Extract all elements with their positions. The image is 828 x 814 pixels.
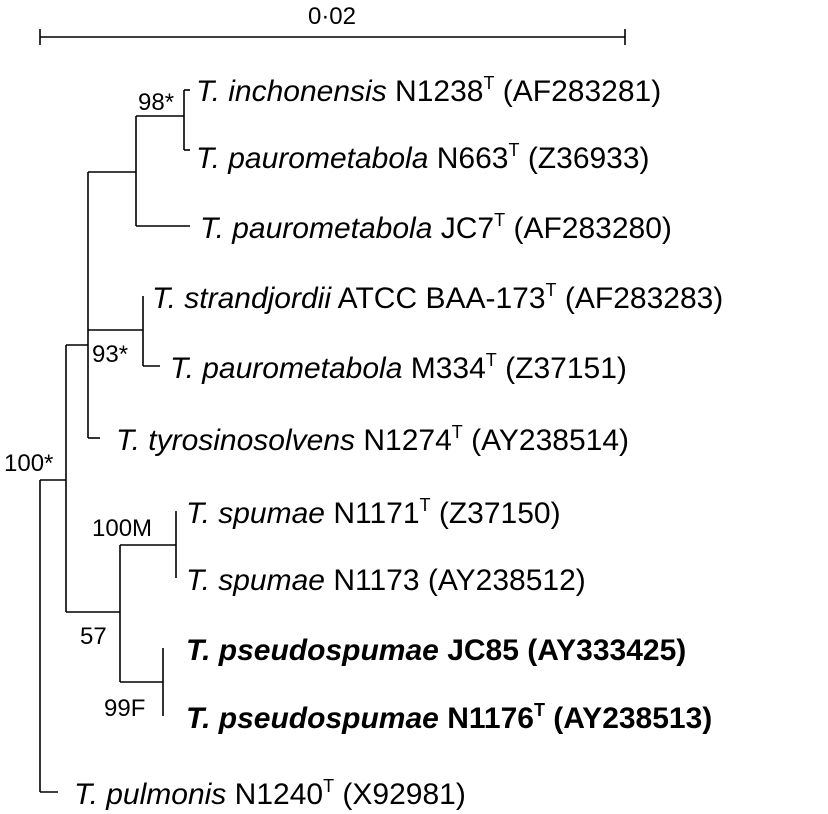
taxon-label: T. pseudospumae JC85 (AY333425) bbox=[186, 634, 686, 667]
bootstrap-value: 57 bbox=[80, 623, 107, 650]
taxon-label: T. paurometabola JC7T (AF283280) bbox=[200, 210, 672, 245]
scale-bar: 0·02 bbox=[39, 3, 626, 45]
taxon-label: T. pulmonis N1240T (X92981) bbox=[74, 776, 466, 811]
taxon-labels: T. inchonensis N1238T (AF283281) T. paur… bbox=[74, 73, 723, 811]
branches bbox=[39, 89, 190, 793]
bootstrap-values: 98* 93* 100* 100M 57 99F bbox=[4, 89, 174, 722]
bootstrap-value: 100M bbox=[92, 515, 152, 542]
taxon-label: T. spumae N1173 (AY238512) bbox=[186, 564, 586, 597]
taxon-label: T. inchonensis N1238T (AF283281) bbox=[196, 73, 661, 108]
scale-bar-label: 0·02 bbox=[308, 3, 356, 30]
bootstrap-value: 98* bbox=[138, 89, 174, 116]
taxon-label: T. paurometabola M334T (Z37151) bbox=[170, 350, 627, 385]
bootstrap-value: 93* bbox=[92, 341, 128, 368]
bootstrap-value: 99F bbox=[104, 695, 145, 722]
taxon-label: T. pseudospumae N1176T (AY238513) bbox=[186, 700, 712, 735]
taxon-label: T. tyrosinosolvens N1274T (AY238514) bbox=[116, 422, 629, 457]
taxon-label: T. spumae N1171T (Z37150) bbox=[186, 495, 561, 530]
taxon-label: T. strandjordii ATCC BAA-173T (AF283283) bbox=[152, 280, 723, 315]
taxon-label: T. paurometabola N663T (Z36933) bbox=[196, 140, 650, 175]
bootstrap-value: 100* bbox=[4, 450, 53, 477]
